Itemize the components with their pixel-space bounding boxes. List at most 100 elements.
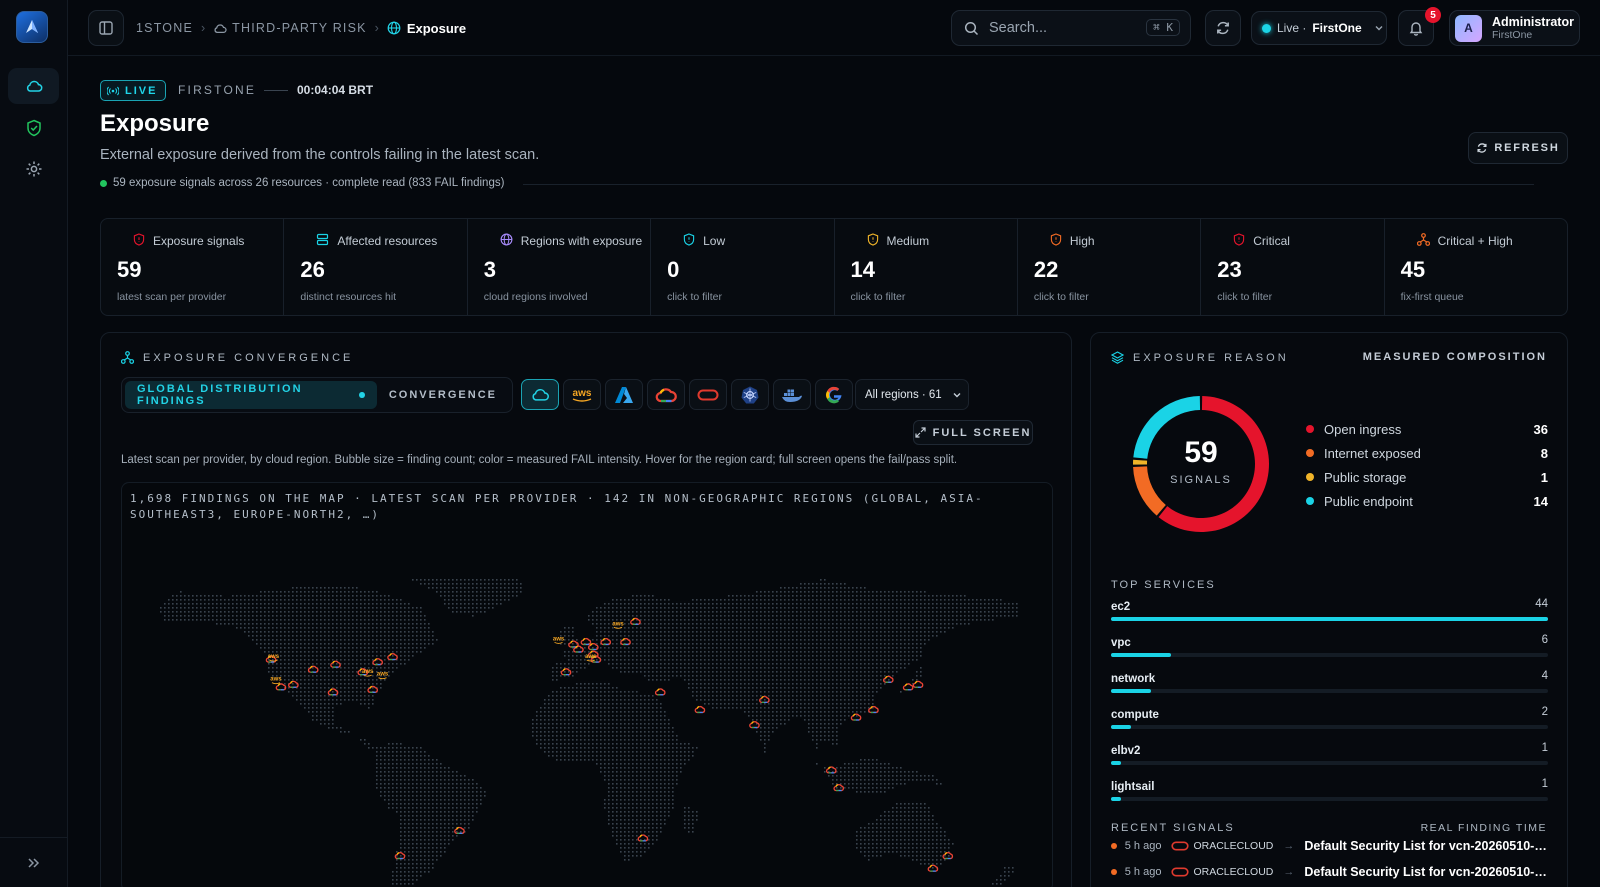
map-marker-gcp[interactable] [275, 683, 287, 691]
map-marker-gcp[interactable] [620, 637, 631, 646]
map-land-dots [160, 579, 1018, 887]
map-marker-aws[interactable]: aws [362, 669, 374, 677]
map-marker-gcp[interactable] [590, 655, 602, 663]
map-marker-gcp[interactable] [307, 665, 319, 673]
app-logo-icon[interactable] [16, 11, 48, 43]
refresh-button[interactable]: REFRESH [1468, 132, 1568, 164]
map-marker-gcp[interactable] [327, 688, 339, 696]
search-input[interactable]: Search... ⌘ K [951, 10, 1191, 46]
shield-icon [867, 233, 879, 249]
service-row[interactable]: vpc 6 [1111, 634, 1548, 664]
provider-filter-kubernetes[interactable] [731, 379, 769, 410]
service-count: 4 [1541, 670, 1548, 682]
provider-filter-all[interactable] [521, 379, 559, 410]
breadcrumb-section[interactable]: THIRD-PARTY RISK [213, 21, 367, 35]
donut-slice[interactable] [1133, 396, 1201, 459]
provider-filter-google[interactable] [815, 379, 853, 410]
donut-slice[interactable] [1133, 459, 1148, 465]
map-marker-aws[interactable]: aws [553, 636, 565, 644]
notifications-button[interactable]: 5 [1398, 7, 1441, 46]
signal-row[interactable]: 5 h ago ORACLECLOUD → Default Security List… [1111, 836, 1548, 856]
stat-card[interactable]: High 22 click to filter [1018, 219, 1202, 315]
provider-filter-gcp[interactable] [647, 379, 685, 410]
map-marker-aws[interactable]: aws [270, 677, 282, 685]
map-marker-gcp[interactable] [288, 680, 299, 688]
sidebar-item-settings[interactable] [8, 151, 59, 187]
map-marker-gcp[interactable] [637, 834, 649, 842]
legend-item[interactable]: Open ingress 36 [1306, 417, 1548, 441]
map-marker-gcp[interactable] [600, 637, 611, 646]
map-marker-aws[interactable]: aws [585, 654, 597, 662]
map-marker-gcp[interactable] [825, 766, 837, 774]
breadcrumb-org[interactable]: 1STONE [136, 21, 193, 35]
service-row[interactable]: compute 2 [1111, 706, 1548, 736]
legend-item[interactable]: Public storage 1 [1306, 465, 1548, 489]
signal-row[interactable]: 5 h ago ORACLECLOUD → Default Security List… [1111, 862, 1548, 882]
sidebar-expand-button[interactable] [0, 837, 68, 887]
service-row[interactable]: ec2 44 [1111, 598, 1548, 628]
page-title: Exposure [100, 110, 210, 137]
map-marker-gcp[interactable] [868, 705, 879, 714]
map-marker-gcp[interactable] [927, 864, 939, 872]
map-marker-gcp[interactable] [573, 645, 584, 653]
tab-global-distribution[interactable]: GLOBAL DISTRIBUTION FINDINGS [125, 381, 377, 409]
map-marker-gcp[interactable] [372, 658, 383, 666]
user-menu[interactable]: A Administrator FirstOne [1449, 10, 1580, 46]
service-row[interactable]: lightsail 1 [1111, 778, 1548, 808]
service-row[interactable]: network 4 [1111, 670, 1548, 700]
map-marker-gcp[interactable] [568, 640, 579, 648]
service-row[interactable]: elbv2 1 [1111, 742, 1548, 772]
provider-filter-docker[interactable] [773, 379, 811, 410]
map-marker-gcp[interactable] [357, 668, 369, 676]
legend-item[interactable]: Public endpoint 14 [1306, 489, 1548, 513]
map-marker-gcp[interactable] [367, 685, 378, 693]
shield-icon [1050, 233, 1062, 249]
live-org-selector[interactable]: Live · FirstOne [1251, 11, 1387, 45]
map-marker-gcp[interactable] [749, 721, 760, 729]
provider-filter-aws[interactable]: aws [563, 379, 601, 410]
sidebar-item-compliance[interactable] [8, 110, 59, 146]
map-marker-gcp[interactable] [394, 851, 406, 860]
topbar-refresh-button[interactable] [1205, 10, 1241, 46]
tab-global-label: GLOBAL DISTRIBUTION FINDINGS [137, 383, 303, 407]
map-marker-gcp[interactable] [694, 705, 706, 714]
map-marker-gcp[interactable] [588, 642, 599, 651]
reason-donut-chart[interactable]: 59 SIGNALS [1121, 384, 1281, 544]
map-marker-gcp[interactable] [580, 637, 592, 646]
sidebar-toggle-button[interactable] [88, 10, 124, 46]
stat-value: 59 [117, 257, 142, 282]
map-marker-gcp[interactable] [759, 695, 770, 704]
full-screen-button[interactable]: FULL SCREEN [913, 420, 1033, 445]
stat-card[interactable]: Medium 14 click to filter [835, 219, 1018, 315]
region-filter-select[interactable]: All regions · 61 [855, 379, 969, 410]
map-marker-gcp[interactable] [654, 688, 666, 696]
map-marker-gcp[interactable] [454, 826, 465, 834]
provider-filter-oracle[interactable] [689, 379, 727, 410]
map-marker-gcp[interactable] [882, 675, 894, 683]
map-marker-aws[interactable]: aws [268, 654, 280, 662]
stat-sub: click to filter [1217, 291, 1273, 303]
map-marker-gcp[interactable] [330, 660, 341, 668]
map-marker-gcp[interactable] [912, 680, 924, 688]
map-marker-gcp[interactable] [902, 683, 914, 691]
donut-slice[interactable] [1133, 466, 1166, 516]
stat-card[interactable]: Critical 23 click to filter [1201, 219, 1385, 315]
world-map[interactable]: aws aws aws aws aws aws aws 1,698 FINDINGS ON … [121, 482, 1053, 887]
map-marker-gcp[interactable] [560, 668, 572, 676]
map-marker-gcp[interactable] [387, 653, 398, 661]
map-marker-aws[interactable]: aws [377, 672, 389, 680]
map-marker-gcp[interactable] [850, 713, 862, 721]
sidebar-item-cloud[interactable] [8, 68, 59, 104]
tab-convergence[interactable]: CONVERGENCE [377, 381, 509, 409]
legend-item[interactable]: Internet exposed 8 [1306, 441, 1548, 465]
stat-card[interactable]: Low 0 click to filter [651, 219, 835, 315]
svg-text:aws: aws [553, 636, 565, 642]
service-bar-fill [1111, 653, 1171, 657]
service-name: elbv2 [1111, 745, 1141, 757]
provider-filter-azure[interactable] [605, 379, 643, 410]
donut-slice[interactable] [1158, 396, 1269, 532]
map-marker-aws[interactable]: aws [612, 621, 624, 629]
map-marker-gcp[interactable] [833, 783, 844, 792]
map-marker-gcp[interactable] [942, 851, 954, 860]
map-marker-gcp[interactable] [630, 617, 641, 625]
